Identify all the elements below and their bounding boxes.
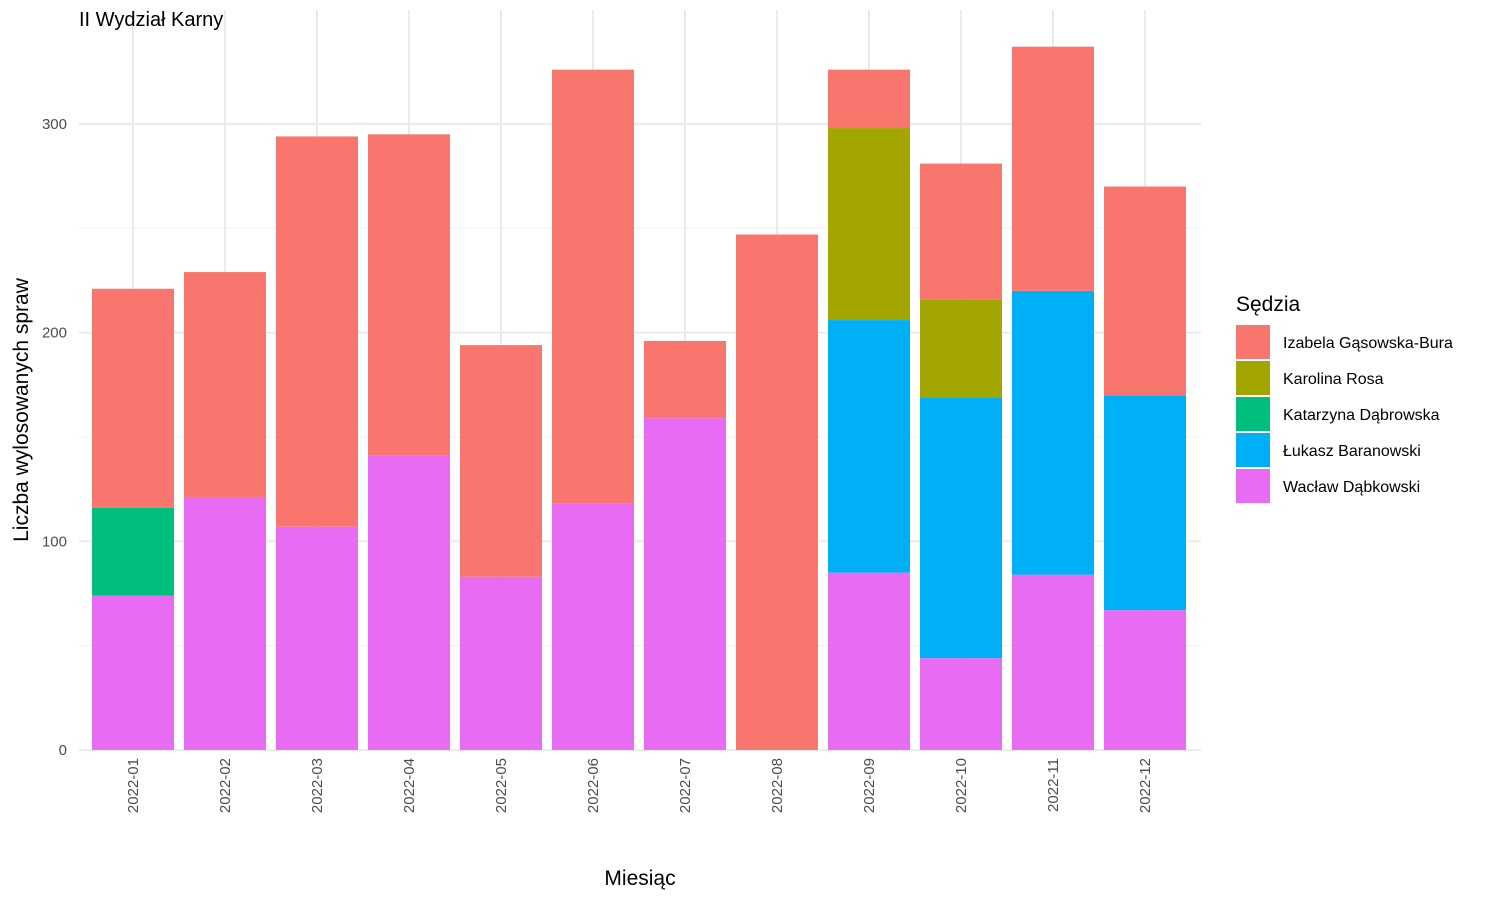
bar-segment <box>1104 186 1186 396</box>
bar-segment <box>828 572 910 750</box>
x-tick-label: 2022-08 <box>769 758 786 813</box>
x-tick-label: 2022-07 <box>677 758 694 813</box>
axis-layer: 0 100 200 300 2022-01 2022-02 2022-03 2022-04 20… <box>42 116 1154 813</box>
legend-title: Sędzia <box>1236 293 1301 316</box>
bar-segment <box>1104 610 1186 750</box>
y-tick-label: 300 <box>42 116 67 133</box>
x-tick-label: 2022-04 <box>401 758 418 813</box>
legend-key <box>1236 433 1270 467</box>
bar-segment <box>184 497 266 750</box>
legend-label: Łukasz Baranowski <box>1283 443 1421 460</box>
bar-segment <box>644 418 726 750</box>
bar-segment <box>552 69 634 504</box>
bar-segment <box>92 507 174 596</box>
x-tick-label: 2022-10 <box>953 758 970 813</box>
bar-segment <box>276 136 358 527</box>
bar-segment <box>92 595 174 750</box>
bar-segment <box>552 503 634 750</box>
bar-segment <box>828 69 910 129</box>
bars-layer <box>92 46 1186 751</box>
bar-segment <box>184 272 266 498</box>
legend-key <box>1236 361 1270 395</box>
bar-segment <box>920 658 1002 750</box>
bar-segment <box>828 320 910 573</box>
y-tick-label: 0 <box>59 742 67 759</box>
x-tick-label: 2022-06 <box>585 758 602 813</box>
bar-segment <box>1012 290 1094 575</box>
x-tick-label: 2022-05 <box>493 758 510 813</box>
bar-segment <box>920 163 1002 300</box>
bar-segment <box>736 234 818 751</box>
bar-segment <box>920 397 1002 659</box>
bar-segment <box>1012 46 1094 291</box>
bar-segment <box>368 134 450 456</box>
bar-segment <box>920 299 1002 398</box>
legend-label: Izabela Gąsowska-Bura <box>1283 335 1453 352</box>
y-axis-title: Liczba wylosowanych spraw <box>10 277 33 542</box>
legend-label: Wacław Dąbkowski <box>1283 479 1420 496</box>
bar-segment <box>276 526 358 750</box>
x-tick-label: 2022-09 <box>861 758 878 813</box>
x-tick-label: 2022-11 <box>1045 758 1062 812</box>
bar-segment <box>92 288 174 508</box>
bar-segment <box>368 455 450 750</box>
legend: Sędzia Izabela Gąsowska-Bura Karolina Ros… <box>1236 293 1453 503</box>
legend-label: Katarzyna Dąbrowska <box>1283 407 1440 424</box>
legend-label: Karolina Rosa <box>1283 371 1384 388</box>
bar-segment <box>1012 574 1094 750</box>
legend-key <box>1236 325 1270 359</box>
y-tick-label: 100 <box>42 533 67 550</box>
x-tick-label: 2022-02 <box>217 758 234 813</box>
bar-segment <box>460 576 542 750</box>
legend-key <box>1236 469 1270 503</box>
x-tick-label: 2022-03 <box>309 758 326 813</box>
x-tick-label: 2022-01 <box>125 758 142 813</box>
x-tick-label: 2022-12 <box>1137 758 1154 813</box>
x-axis-title: Miesiąc <box>604 867 675 890</box>
bar-segment <box>644 340 726 419</box>
y-tick-label: 200 <box>42 325 67 342</box>
bar-segment <box>460 345 542 577</box>
legend-key <box>1236 397 1270 431</box>
bar-segment <box>1104 395 1186 611</box>
chart-title: II Wydział Karny <box>79 9 223 31</box>
bar-segment <box>828 128 910 321</box>
